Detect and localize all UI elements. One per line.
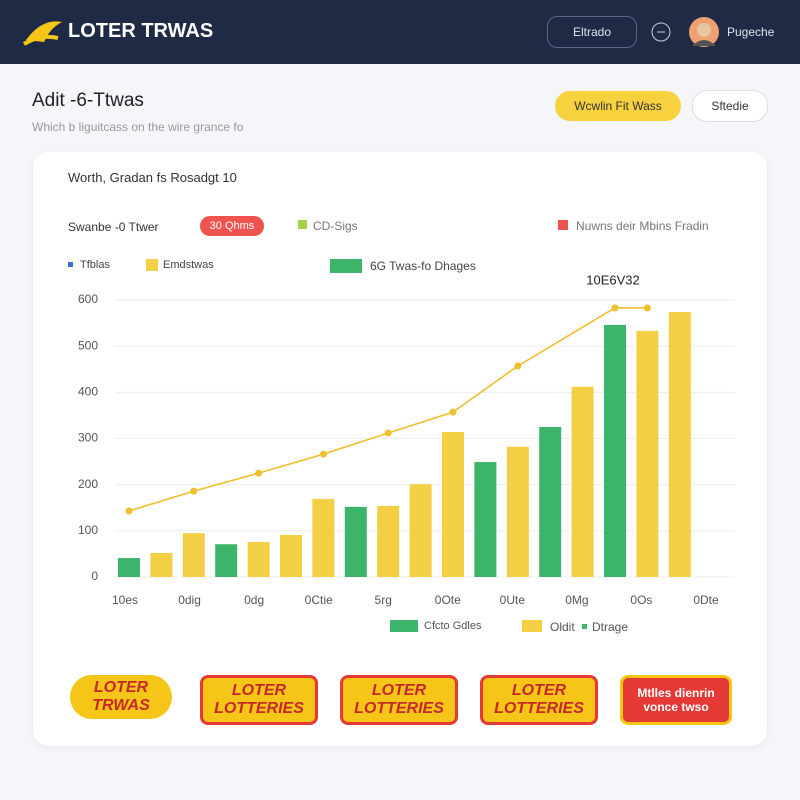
trend-point: [319, 450, 327, 458]
x-tick-label: 0dg: [244, 593, 264, 607]
primary-button[interactable]: Wcwlin Fit Wass: [555, 91, 681, 121]
bar: [247, 541, 270, 577]
card-heading: Worth, Gradan fs Rosadgt 10: [68, 170, 237, 185]
filter-swatch: [558, 220, 568, 230]
user-name[interactable]: Pugeche: [727, 25, 775, 39]
badge[interactable]: LOTER TRWAS: [70, 675, 172, 719]
legend-label: Tfblas: [80, 259, 110, 271]
x-tick-label: 0Dte: [693, 593, 719, 607]
trend-point: [384, 429, 392, 437]
annotation: 10E6V32: [586, 272, 640, 287]
x-tick-label: 5rg: [375, 593, 392, 607]
y-tick-label: 600: [78, 292, 98, 306]
x-tick-label: 0Os: [630, 593, 652, 607]
header-button[interactable]: Eltrado: [547, 16, 637, 48]
trend-point: [611, 304, 619, 312]
trend-point: [255, 469, 263, 477]
trend-point: [125, 507, 133, 515]
x-tick-label: 10es: [112, 593, 138, 607]
y-tick-label: 500: [78, 338, 98, 352]
filter-chip[interactable]: 30 Qhms: [200, 216, 264, 236]
chart: 10E6V32 0 100 200 300 400 500 600 10es 0dig 0dg 0C…: [78, 272, 735, 607]
filter-label: Swanbe -0 Ttwer: [68, 220, 159, 234]
bar: [604, 324, 626, 577]
legend-swatch: [146, 259, 158, 271]
filter[interactable]: CD-Sigs: [313, 219, 358, 233]
x-tick-label: 0Mg: [565, 593, 588, 607]
legend-label: Emdstwas: [163, 259, 214, 271]
y-tick-label: 400: [78, 385, 98, 399]
trend-point: [190, 487, 198, 495]
legend-swatch: [68, 262, 73, 267]
bar: [539, 426, 562, 577]
trend-point: [514, 362, 522, 370]
page-title: Adit -6-Ttwas: [32, 90, 144, 111]
badge[interactable]: LOTER LOTTERIES: [480, 675, 598, 725]
trend-point: [643, 304, 651, 312]
legend-swatch: [330, 259, 362, 273]
bar: [215, 544, 238, 577]
filter[interactable]: Nuwns deir Mbins Fradin: [576, 219, 709, 233]
bar: [474, 462, 497, 577]
bar: [150, 552, 173, 577]
bar: [571, 386, 594, 577]
legend-swatch: [390, 620, 418, 632]
bar: [118, 558, 140, 577]
bar: [442, 432, 464, 577]
trend-line: [128, 307, 648, 512]
y-tick-label: 0: [91, 569, 98, 583]
trend-point: [449, 408, 457, 416]
bar: [280, 534, 302, 577]
bar: [377, 505, 400, 577]
x-tick-label: 0Ctie: [305, 593, 333, 607]
bar: [668, 312, 691, 577]
bar: [506, 446, 529, 577]
legend-swatch: [522, 620, 542, 632]
secondary-button[interactable]: Sftedie: [692, 90, 768, 122]
y-tick-label: 100: [78, 523, 98, 537]
bar: [344, 506, 367, 577]
bar: [312, 498, 335, 577]
filter-swatch: [298, 220, 307, 229]
y-tick-label: 300: [78, 431, 98, 445]
bar: [409, 484, 432, 577]
logo-icon: [22, 21, 62, 46]
legend-swatch: [582, 624, 587, 629]
x-tick-label: 0Ute: [500, 593, 526, 607]
page-subtitle: Which b liguitcass on the wire grance fo: [32, 120, 244, 134]
legend-label: Cfcto Gdles: [424, 620, 482, 632]
avatar[interactable]: [688, 16, 720, 48]
badge[interactable]: LOTER LOTTERIES: [340, 675, 458, 725]
badge[interactable]: LOTER LOTTERIES: [200, 675, 318, 725]
legend-label: 6G Twas-fo Dhages: [370, 259, 476, 273]
bar: [182, 533, 205, 577]
x-tick-label: 0Ote: [435, 593, 461, 607]
help-icon[interactable]: [650, 21, 672, 43]
bar: [636, 330, 659, 577]
y-tick-label: 200: [78, 477, 98, 491]
badge[interactable]: Mtlles dienrin vonce twso: [620, 675, 732, 725]
legend-label: Oldit: [550, 620, 575, 634]
legend-label: Dtrage: [592, 620, 629, 634]
brand: LOTER TRWAS: [68, 20, 214, 42]
top-bar: LOTER TRWAS Eltrado Pugeche: [0, 0, 800, 64]
x-tick-label: 0dig: [178, 593, 201, 607]
